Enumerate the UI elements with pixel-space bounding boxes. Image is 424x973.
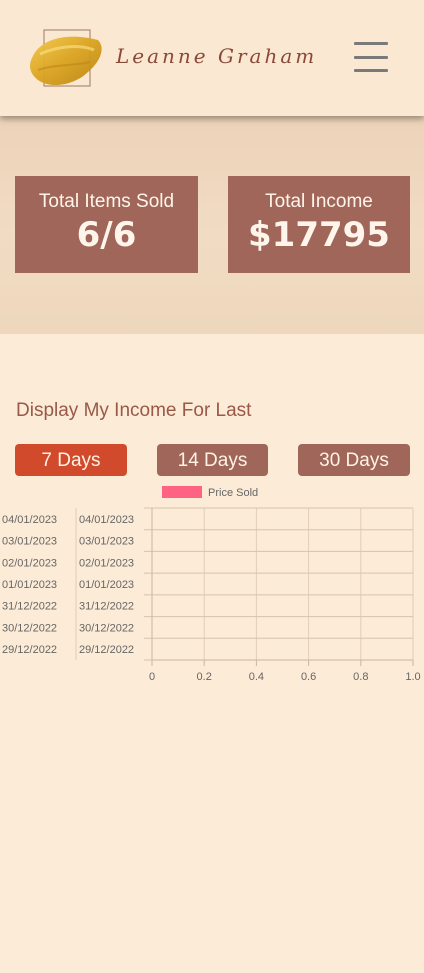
y-tick-label: 02/01/2023 xyxy=(79,557,134,569)
range-14-days-button[interactable]: 14 Days xyxy=(157,444,268,476)
y-tick-label: 03/01/2023 xyxy=(79,536,134,548)
app-header: Leanne Graham xyxy=(0,0,424,116)
logo-brush-icon xyxy=(30,29,102,87)
income-chart-svg: Price Sold 0 0.2 0.4 0.6 0.8 1.0 04/01/2023 04/0… xyxy=(2,486,421,683)
stats-section: Total Items Sold 6/6 Total Income $17795 xyxy=(0,116,424,334)
y-tick-label-outer: 01/01/2023 xyxy=(2,579,57,591)
y-tick-label-outer: 29/12/2022 xyxy=(2,644,57,656)
x-tick-label: 0.8 xyxy=(353,671,368,683)
y-tick-label: 29/12/2022 xyxy=(79,644,134,656)
total-items-sold-value: 6/6 xyxy=(76,215,137,255)
total-income-card: Total Income $17795 xyxy=(228,176,410,273)
y-tick-label-outer: 31/12/2022 xyxy=(2,601,57,613)
hamburger-menu-icon xyxy=(354,42,388,45)
total-income-label: Total Income xyxy=(265,191,373,212)
legend-swatch xyxy=(162,486,202,498)
brand-name: Leanne Graham xyxy=(116,44,318,68)
y-tick-label-outer: 30/12/2022 xyxy=(2,622,57,634)
x-tick-label: 0.2 xyxy=(197,671,212,683)
menu-button[interactable] xyxy=(352,42,390,72)
total-items-sold-label: Total Items Sold xyxy=(38,191,175,212)
x-tick-label: 0 xyxy=(149,671,155,683)
y-tick-label: 30/12/2022 xyxy=(79,622,134,634)
y-tick-label: 31/12/2022 xyxy=(79,601,134,613)
total-income-value: $17795 xyxy=(248,215,390,255)
y-tick-label: 01/01/2023 xyxy=(79,579,134,591)
x-tick-label: 0.4 xyxy=(249,671,264,683)
income-chart: Price Sold 0 0.2 0.4 0.6 0.8 1.0 04/01/2023 04/0… xyxy=(0,480,424,690)
y-tick-label-outer: 03/01/2023 xyxy=(2,536,57,548)
legend-label: Price Sold xyxy=(208,487,258,499)
y-tick-label: 04/01/2023 xyxy=(79,514,134,526)
x-tick-label: 1.0 xyxy=(405,671,420,683)
range-7-days-button[interactable]: 7 Days xyxy=(15,444,127,476)
total-items-sold-card: Total Items Sold 6/6 xyxy=(15,176,198,273)
y-tick-label-outer: 02/01/2023 xyxy=(2,557,57,569)
y-tick-label-outer: 04/01/2023 xyxy=(2,514,57,526)
x-tick-label: 0.6 xyxy=(301,671,316,683)
income-range-title: Display My Income For Last xyxy=(16,400,252,421)
range-30-days-button[interactable]: 30 Days xyxy=(298,444,410,476)
